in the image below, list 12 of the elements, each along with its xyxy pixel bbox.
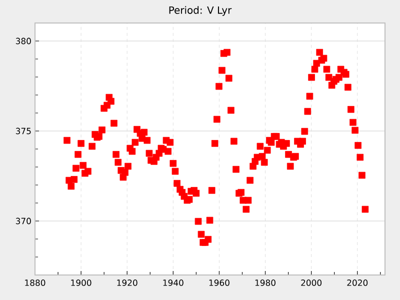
x-tick-label: 1980 [255, 280, 276, 286]
x-tick-label: 2020 [347, 280, 368, 286]
x-tick-label: 1880 [25, 280, 46, 286]
x-tick-label: 2000 [301, 280, 322, 286]
y-tick-label: 370 [16, 218, 31, 224]
y-tick-label: 375 [16, 128, 31, 134]
chart-title: Period: V Lyr [169, 6, 232, 16]
x-tick-label: 1920 [117, 280, 138, 286]
x-tick-label: 1960 [209, 280, 230, 286]
x-tick-label: 1900 [71, 280, 92, 286]
y-tick-label: 380 [16, 38, 31, 44]
x-tick-label: 1940 [163, 280, 184, 286]
